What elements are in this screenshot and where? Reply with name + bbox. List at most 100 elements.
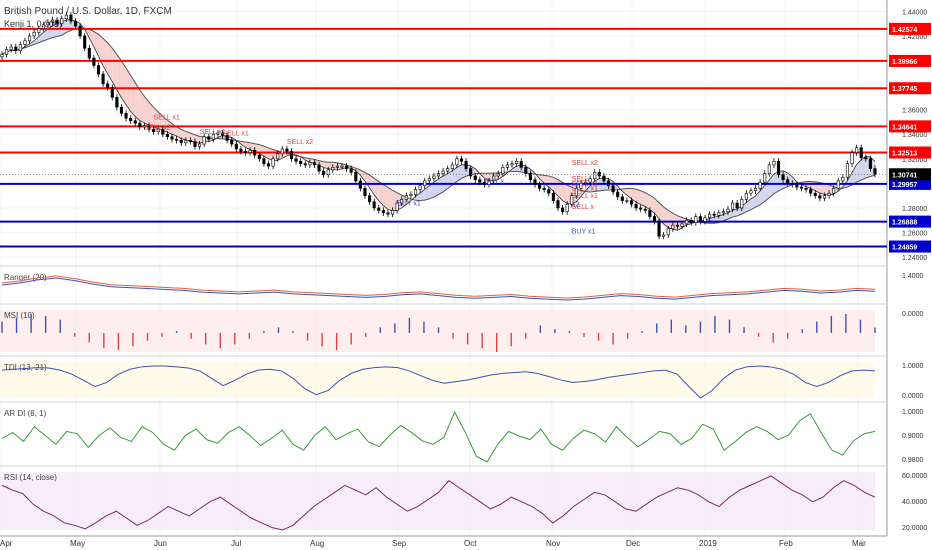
ma-ribbon-segment [112,48,117,90]
ma-ribbon-segment [824,183,830,196]
ma-ribbon-segment [383,184,388,210]
candle-body [14,46,18,51]
candle-body [455,158,459,166]
candle-body [5,49,9,55]
candle-body [703,217,707,222]
candle-body [271,158,275,167]
candle-body [772,160,776,166]
candle-body [18,44,22,51]
candle-body [804,187,808,190]
candle-body [60,18,64,24]
candle-body [685,219,689,225]
ma-ribbon-segment [659,202,664,224]
candle-body [78,25,82,37]
signal-annotation: SELL x1 [572,193,598,200]
ma-ribbon-segment [654,198,660,219]
candle-body [446,168,450,172]
candle-body [822,195,827,199]
ma-ribbon-segment [429,182,434,199]
ma-ribbon-segment [323,161,329,169]
candle-body [799,186,804,189]
candle-body [694,216,698,223]
candle-body [850,152,854,165]
candle-body [55,19,59,24]
candle-body [547,189,551,194]
ma-ribbon-segment [38,32,44,43]
candle-body [354,172,358,182]
candle-body [441,170,445,174]
candle-body [124,113,128,119]
level-price-label: 1.32513 [892,150,917,157]
candle-body [450,164,454,169]
ma-ribbon-segment [819,182,825,195]
candle-body [41,24,45,29]
candle-body [648,210,652,217]
candle-body [106,83,110,88]
candle-body [841,176,845,182]
ma-ribbon-segment [773,171,779,194]
current-price-label: 1.30741 [892,172,917,179]
candle-body [161,129,165,135]
candle-body [299,160,303,165]
candle-body [257,154,261,160]
ranger-line-2 [1,277,876,301]
x-tick-label: May [70,539,85,548]
ma-ribbon-segment [34,36,39,45]
candle-body [556,200,560,209]
candle-body [666,228,670,236]
ma-ribbon-segment [727,210,733,219]
candle-body [574,187,578,196]
ma-ribbon-segment [52,23,58,38]
pane-axis-label: 60.0000 [902,473,927,480]
candle-body [781,174,785,180]
ma-ribbon-segment [387,187,393,212]
candle-body [565,203,569,212]
candle-body [280,148,284,155]
candle-body [423,180,427,187]
candle-body [418,185,422,190]
ardi-line [1,410,876,463]
candle-body [680,223,684,227]
candle-body [377,207,381,211]
candle-body [175,138,179,141]
candle-body [87,47,91,59]
candle-body [101,73,105,85]
pane-axis-label: 0.0000 [902,311,924,318]
candle-body [487,180,491,185]
candle-body [92,57,96,66]
candle-body [198,143,202,147]
ma-ribbon-segment [723,212,728,221]
candle-body [23,40,27,45]
ma-ribbon-segment [185,131,191,141]
ma-ribbon-segment [792,176,797,185]
candle-body [818,195,822,199]
candle-body [349,168,353,173]
candle-body [400,199,404,204]
candle-body [721,211,725,214]
candle-body [583,181,588,184]
candle-body [432,175,436,179]
candle-body [459,158,464,162]
signal-annotation: SELL x2 [287,139,313,146]
ma-ribbon-segment [539,174,545,184]
candle-body [317,164,321,172]
candle-body [735,202,739,209]
pane-axis-label: 1.0000 [902,409,924,416]
candle-body [381,210,385,214]
ma-ribbon-segment [645,192,650,210]
candle-body [515,160,519,165]
indicator-param: 1, 0.005) [26,19,63,29]
candle-body [368,195,372,203]
candle-body [248,149,252,153]
candle-body [165,133,169,137]
candle-body [634,203,638,209]
candle-body [708,213,712,219]
level-price-tag [889,54,931,67]
ma-ribbon-segment [103,38,108,74]
signal-annotation: SELL x1 [572,186,598,193]
candle-body [845,163,849,178]
candle-body [588,178,592,183]
candle-body [717,212,721,216]
ma-ribbon-segment [553,177,558,196]
pane-label: TDI (13, 21) [4,363,47,372]
